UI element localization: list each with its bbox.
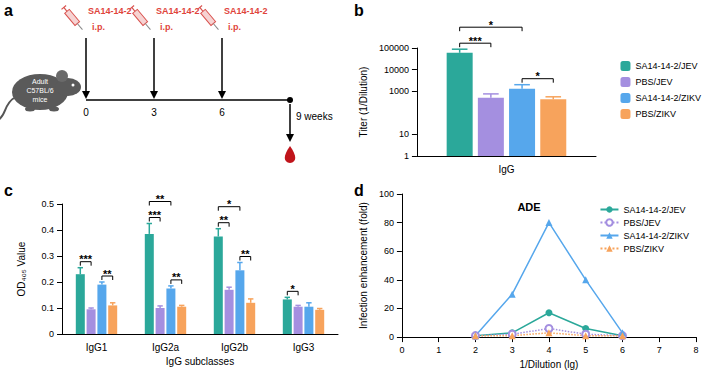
svg-text:SA14-14-2/JEV: SA14-14-2/JEV [635, 61, 697, 71]
svg-text:**: ** [156, 193, 165, 205]
svg-text:b: b [354, 2, 364, 19]
svg-text:***: *** [79, 253, 93, 265]
svg-text:**: ** [172, 271, 181, 283]
svg-text:*: * [291, 283, 296, 295]
svg-text:Titer (1/Dilution): Titer (1/Dilution) [358, 67, 369, 138]
svg-text:PBS/JEV: PBS/JEV [635, 77, 672, 87]
svg-text:**: ** [219, 214, 228, 226]
svg-text:SA14-14-2/ZIKV: SA14-14-2/ZIKV [623, 231, 689, 241]
svg-text:0.1: 0.1 [41, 303, 54, 313]
svg-text:IgG1: IgG1 [86, 342, 108, 353]
svg-text:SA14-14-2: SA14-14-2 [88, 6, 132, 16]
svg-text:ADE: ADE [517, 201, 540, 213]
svg-text:C57BL/6: C57BL/6 [26, 87, 53, 94]
svg-text:1000: 1000 [389, 86, 409, 96]
svg-text:IgG subclasses: IgG subclasses [166, 356, 234, 367]
svg-text:4: 4 [546, 345, 551, 355]
svg-text:*: * [536, 70, 541, 82]
svg-text:0.4: 0.4 [41, 225, 54, 235]
svg-text:6: 6 [620, 345, 625, 355]
svg-text:0: 0 [83, 107, 89, 118]
svg-text:10000: 10000 [384, 65, 409, 75]
svg-text:**: ** [103, 268, 112, 280]
svg-text:80: 80 [384, 218, 394, 228]
svg-text:i.p.: i.p. [160, 22, 173, 32]
svg-text:***: *** [469, 35, 483, 47]
svg-text:SA14-14-2: SA14-14-2 [156, 6, 200, 16]
svg-text:*: * [489, 19, 494, 31]
svg-text:8: 8 [693, 345, 698, 355]
svg-text:20: 20 [384, 303, 394, 313]
svg-text:60: 60 [384, 246, 394, 256]
svg-text:IgG2b: IgG2b [221, 342, 249, 353]
svg-text:1: 1 [436, 345, 441, 355]
svg-text:a: a [4, 2, 13, 19]
svg-text:***: *** [148, 209, 162, 221]
svg-text:d: d [354, 182, 364, 199]
svg-text:6: 6 [219, 107, 225, 118]
svg-text:IgG: IgG [498, 164, 514, 175]
svg-text:PBS/ZIKV: PBS/ZIKV [623, 244, 664, 254]
svg-text:9 weeks: 9 weeks [296, 111, 333, 122]
svg-text:Infection enhancement (fold): Infection enhancement (fold) [358, 202, 369, 329]
svg-text:0.2: 0.2 [41, 277, 54, 287]
svg-text:0.5: 0.5 [41, 199, 54, 209]
svg-text:0: 0 [399, 345, 404, 355]
svg-text:mice: mice [33, 96, 48, 103]
svg-text:3: 3 [151, 107, 157, 118]
svg-text:2: 2 [473, 345, 478, 355]
svg-text:OD₄₀₅ Value: OD₄₀₅ Value [16, 241, 27, 296]
svg-text:5: 5 [583, 345, 588, 355]
svg-text:SA14-14-2/ZIKV: SA14-14-2/ZIKV [635, 93, 701, 103]
svg-text:i.p.: i.p. [92, 22, 105, 32]
svg-text:0: 0 [49, 329, 54, 339]
svg-text:PBS/JEV: PBS/JEV [623, 218, 660, 228]
svg-text:0.3: 0.3 [41, 251, 54, 261]
svg-text:c: c [4, 182, 13, 199]
svg-text:7: 7 [657, 345, 662, 355]
svg-text:10: 10 [399, 129, 409, 139]
svg-text:*: * [227, 198, 232, 210]
svg-text:IgG3: IgG3 [293, 342, 315, 353]
svg-text:3: 3 [510, 345, 515, 355]
svg-text:i.p.: i.p. [228, 22, 241, 32]
svg-text:PBS/ZIKV: PBS/ZIKV [635, 109, 676, 119]
svg-text:40: 40 [384, 275, 394, 285]
svg-text:**: ** [241, 248, 250, 260]
svg-text:100: 100 [379, 189, 394, 199]
svg-text:1/Dilution (lg): 1/Dilution (lg) [519, 359, 578, 370]
svg-text:IgG2a: IgG2a [152, 342, 180, 353]
svg-text:SA14-14-2: SA14-14-2 [224, 6, 268, 16]
svg-text:1: 1 [404, 151, 409, 161]
svg-text:Adult: Adult [32, 78, 48, 85]
svg-text:100000: 100000 [379, 43, 409, 53]
svg-text:SA14-14-2/JEV: SA14-14-2/JEV [623, 205, 685, 215]
svg-text:0: 0 [389, 332, 394, 342]
